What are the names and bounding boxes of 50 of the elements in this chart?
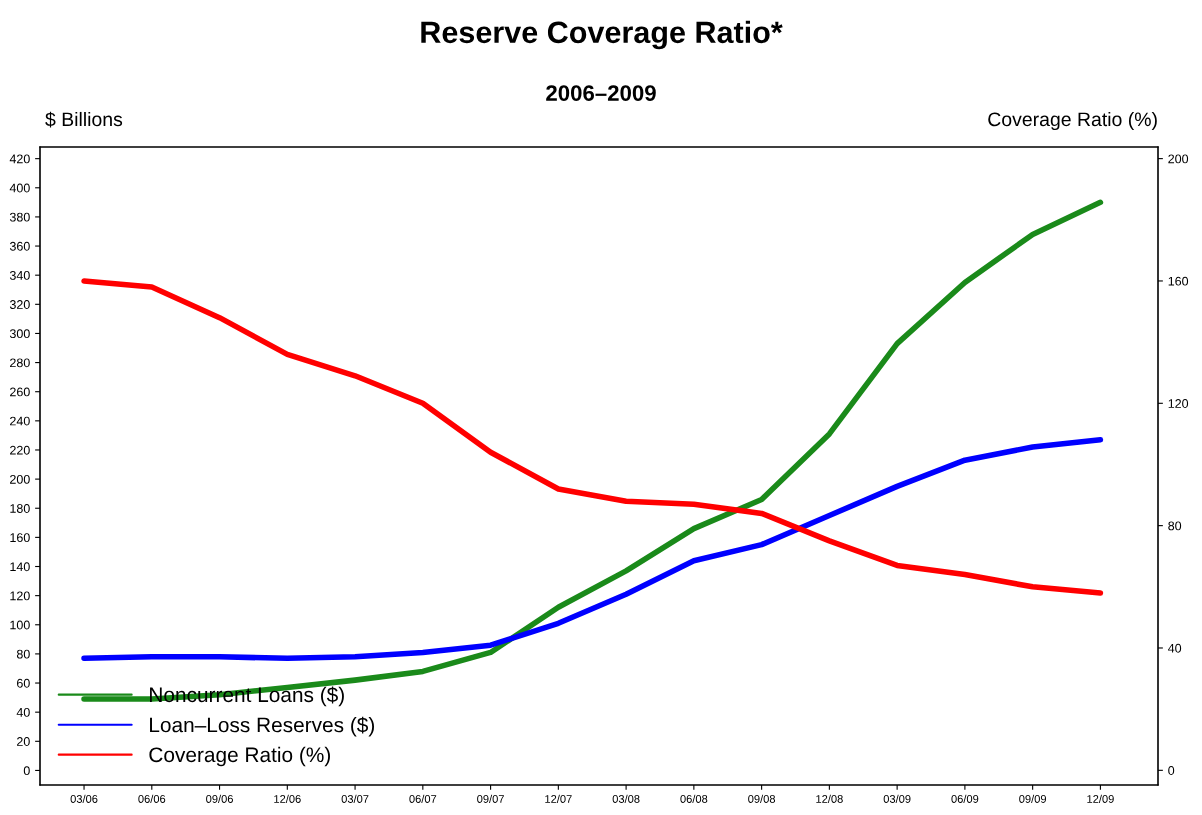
y2-tick-label: 160 [1168, 276, 1189, 286]
x-tick-label: 09/08 [748, 794, 776, 803]
x-tick-label: 09/09 [1019, 794, 1047, 803]
x-tick-label: 12/06 [274, 794, 301, 803]
x-tick-label: 03/08 [612, 794, 640, 803]
y2-tick-label: 0 [1168, 766, 1175, 775]
x-tick-label: 12/07 [545, 794, 572, 803]
y-tick-label: 280 [10, 358, 30, 368]
y2-axis-title: Coverage Ratio (%) [988, 111, 1157, 131]
x-tick-label: 03/09 [883, 794, 911, 803]
x-tick-label: 09/06 [206, 794, 233, 803]
y-tick-label: 140 [10, 562, 30, 572]
y-tick-label: 220 [10, 445, 30, 455]
y-tick-label: 40 [16, 707, 30, 717]
chart-title: Reserve Coverage Ratio* [421, 20, 783, 50]
legend-label: Coverage Ratio (%) [149, 746, 330, 767]
legend-label: Loan–Loss Reserves ($) [150, 716, 375, 737]
x-tick-label: 06/09 [951, 794, 979, 803]
x-tick-label: 06/06 [138, 794, 166, 803]
y-tick-label: 300 [9, 329, 30, 339]
x-tick-label: 06/08 [680, 794, 708, 803]
y-tick-label: 100 [10, 620, 30, 630]
y-axis-title: $ Billions [45, 111, 123, 128]
y-tick-label: 400 [9, 183, 30, 193]
x-tick-label: 06/07 [409, 794, 437, 803]
y2-tick-label: 120 [1168, 399, 1189, 408]
y-tick-label: 120 [10, 591, 30, 601]
x-tick-label: 12/09 [1087, 794, 1114, 803]
chart-subtitle: 2006–2009 [546, 85, 656, 101]
y2-tick-label: 40 [1168, 643, 1182, 653]
y-tick-label: 360 [9, 241, 30, 251]
y2-tick-label: 200 [1168, 154, 1189, 164]
y-tick-label: 200 [10, 474, 30, 484]
x-tick-label: 03/06 [70, 794, 98, 803]
y-tick-label: 260 [10, 387, 30, 397]
y-tick-label: 60 [17, 678, 30, 688]
y-tick-label: 160 [10, 533, 30, 543]
y-tick-label: 20 [17, 737, 30, 746]
y2-tick-label: 80 [1168, 521, 1182, 531]
y-tick-label: 380 [9, 212, 30, 222]
x-tick-label: 03/07 [341, 794, 369, 803]
y-tick-label: 420 [9, 154, 30, 164]
x-tick-label: 12/08 [816, 794, 843, 803]
y-tick-label: 240 [10, 416, 30, 426]
y-tick-label: 340 [9, 270, 30, 280]
x-tick-label: 09/07 [477, 794, 504, 803]
y-tick-label: 0 [23, 766, 30, 776]
y-tick-label: 320 [9, 300, 30, 309]
y-tick-label: 180 [10, 504, 30, 513]
y-tick-label: 80 [16, 649, 30, 659]
